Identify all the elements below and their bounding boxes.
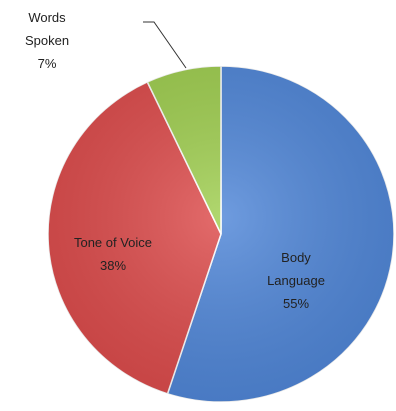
data-label-tone-of-voice: Tone of Voice 38%	[74, 235, 152, 273]
data-label-words-spoken: Words Spoken 7%	[25, 10, 69, 71]
data-label-body-language: Body Language 55%	[267, 250, 325, 311]
leader-line-words-spoken	[143, 21, 187, 69]
